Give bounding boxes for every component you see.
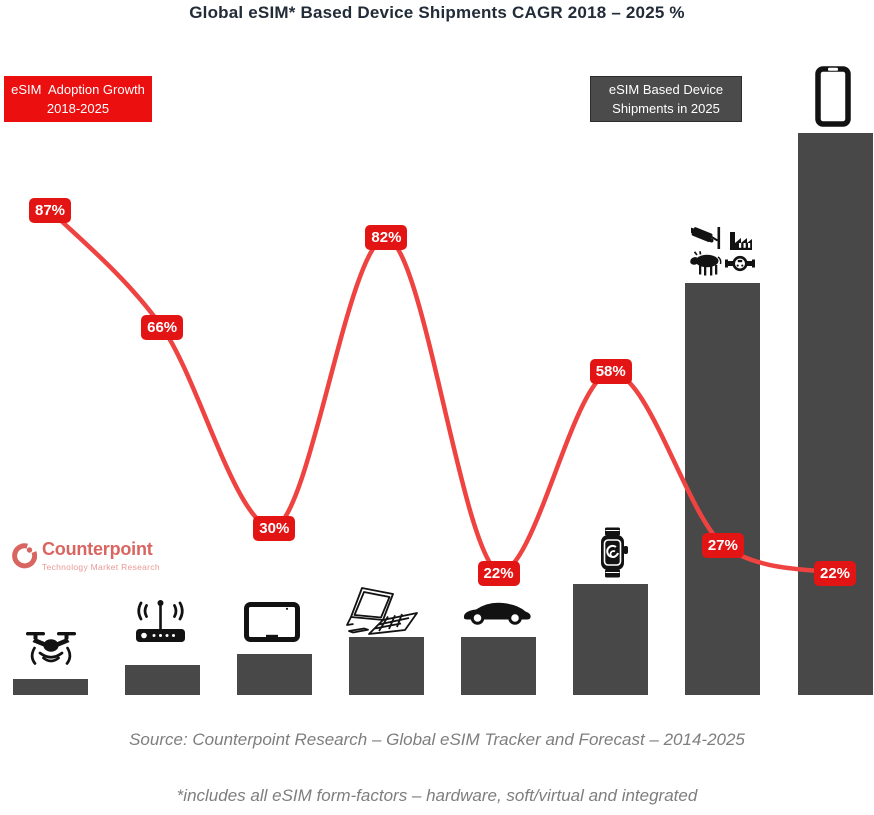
cagr-value-label: 27%: [701, 532, 744, 558]
cagr-value-label: 66%: [141, 314, 184, 340]
chart-title: Global eSIM* Based Device Shipments CAGR…: [189, 3, 685, 22]
legend-shipments-line2: Shipments in 2025: [612, 101, 720, 116]
shipments-bar: [685, 283, 761, 695]
car-icon: [461, 598, 533, 625]
cagr-value-label: 82%: [365, 225, 408, 251]
smartwatch-icon: [596, 527, 629, 578]
smart-meter-icon: [725, 255, 755, 272]
cagr-value-label: 30%: [253, 515, 296, 541]
shipments-bar: [12, 679, 88, 695]
cagr-value-label: 22%: [814, 560, 856, 586]
shipments-bar: [797, 133, 873, 695]
factory-icon: [728, 228, 754, 250]
counterpoint-logo: Counterpoint Technology Market Research: [10, 539, 160, 572]
router-hotspot-icon: [133, 596, 188, 646]
shipments-bar: [124, 665, 200, 695]
legend-adoption-growth-line2: 2018-2025: [46, 101, 110, 116]
legend-adoption-growth: eSIM Adoption Growth 2018-2025: [4, 76, 152, 122]
legend-shipments-line1: eSIM Based Device: [608, 81, 724, 97]
shipments-bar: [461, 637, 537, 695]
source-text: Source: Counterpoint Research – Global e…: [129, 730, 745, 749]
cagr-value-label: 58%: [589, 359, 632, 385]
footnote-text: *includes all eSIM form-factors – hardwa…: [176, 786, 698, 805]
cagr-value-label: 22%: [477, 560, 520, 586]
cctv-icon: [691, 227, 721, 249]
drone-icon: [26, 630, 76, 674]
shipments-bar: [236, 654, 312, 695]
2in1-laptop-icon: [343, 584, 423, 636]
cow-icon: [689, 251, 723, 276]
counterpoint-logo-mark-icon: [10, 540, 37, 569]
legend-adoption-growth-line1: eSIM Adoption Growth: [11, 81, 145, 97]
shipments-bar: [573, 584, 649, 695]
smartphone-icon: [815, 66, 851, 127]
counterpoint-logo-name: Counterpoint: [42, 539, 153, 559]
cagr-value-label: 87%: [29, 197, 71, 223]
tablet-icon: [244, 602, 300, 642]
counterpoint-logo-tagline: Technology Market Research: [42, 561, 160, 572]
legend-shipments-2025: eSIM Based Device Shipments in 2025: [590, 76, 742, 122]
shipments-bar: [348, 637, 424, 695]
